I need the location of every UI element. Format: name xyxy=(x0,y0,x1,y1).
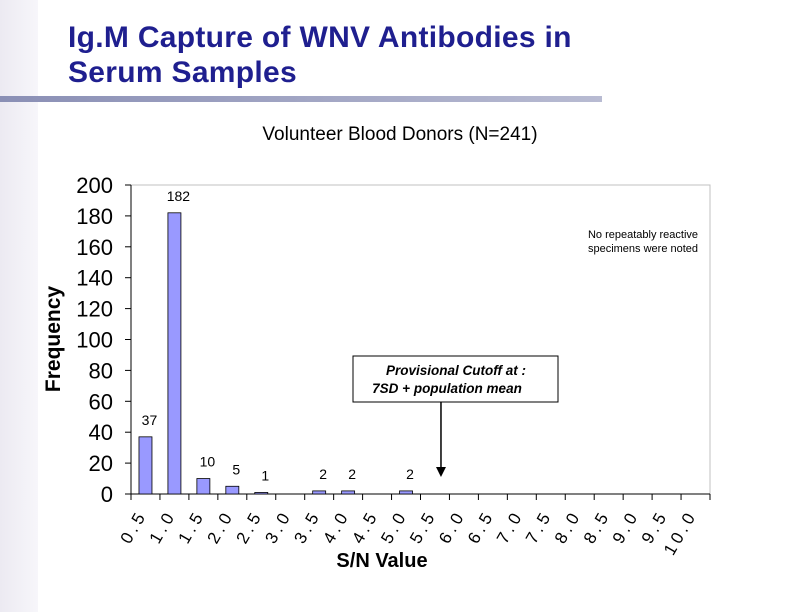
x-tick-label: 3.0 xyxy=(261,507,295,547)
bar xyxy=(138,436,153,495)
bar xyxy=(167,212,182,495)
note-line-2: specimens were noted xyxy=(588,243,698,255)
x-tick-label: 5.0 xyxy=(377,507,411,547)
x-tick-label: 1.5 xyxy=(175,507,209,547)
left-decor-band xyxy=(0,0,38,612)
cutoff-box xyxy=(352,355,559,403)
x-axis-label: S/N Value xyxy=(336,550,427,572)
y-tick-label: 60 xyxy=(89,389,113,414)
no-reactive-note: No repeatably reactive specimens were no… xyxy=(588,229,698,255)
bar xyxy=(225,485,240,495)
y-tick-label: 80 xyxy=(89,358,113,383)
y-tick-label: 120 xyxy=(76,297,113,322)
x-tick-label: 9.0 xyxy=(609,507,643,547)
x-tick-label: 6.0 xyxy=(435,507,469,547)
bar-series: 37 182 10 5 1 2 2 2 xyxy=(138,188,414,495)
slide-title-line-1: Ig.M Capture of WNV Antibodies in xyxy=(68,21,572,54)
y-tick-label: 40 xyxy=(89,420,113,445)
bar xyxy=(196,478,211,495)
x-tick-label: 7.5 xyxy=(522,507,556,547)
x-tick-label: 8.5 xyxy=(580,507,614,547)
bar xyxy=(312,490,327,495)
cutoff-line-1: Provisional Cutoff at : xyxy=(386,363,526,378)
chart-title: Volunteer Blood Donors (N=241) xyxy=(262,124,537,145)
bar-data-label: 182 xyxy=(167,188,191,204)
x-tick-label: 3.5 xyxy=(290,507,324,547)
y-axis: 0 20 40 60 80 100 120 140 160 180 200 xyxy=(76,173,132,507)
x-tick-label: 6.5 xyxy=(464,507,498,547)
y-tick-label: 20 xyxy=(89,451,113,476)
y-tick-label: 180 xyxy=(76,204,113,229)
bar-data-label: 2 xyxy=(319,466,327,482)
bar-data-label: 5 xyxy=(232,461,240,477)
x-tick-label: 4.0 xyxy=(319,507,353,547)
x-tick-label: 5.5 xyxy=(406,507,440,547)
x-tick-label: 2.5 xyxy=(232,507,266,547)
x-axis: 0.51.01.52.02.53.03.54.04.55.05.56.06.57… xyxy=(117,493,711,559)
y-tick-label: 140 xyxy=(76,266,113,291)
y-tick-label: 100 xyxy=(76,328,113,353)
bar xyxy=(399,490,413,495)
slide-title: Ig.M Capture of WNV Antibodies in Serum … xyxy=(68,20,748,90)
x-tick-label: 8.0 xyxy=(551,507,585,547)
slide-title-line-2: Serum Samples xyxy=(68,56,298,89)
bar-data-label: 1 xyxy=(261,467,269,483)
x-tick-label: 4.5 xyxy=(348,507,382,547)
cutoff-line-2: 7SD + population mean xyxy=(372,381,522,396)
x-tick-label: 7.0 xyxy=(493,507,527,547)
bar-data-label: 2 xyxy=(406,466,414,482)
bar-data-label: 37 xyxy=(142,412,158,428)
x-tick-label: 1.0 xyxy=(146,507,180,547)
title-underline xyxy=(0,96,602,102)
y-tick-label: 0 xyxy=(101,482,113,507)
cutoff-callout: Provisional Cutoff at : 7SD + population… xyxy=(352,355,559,477)
y-tick-label: 200 xyxy=(76,173,113,198)
y-axis-label: Frequency xyxy=(42,286,65,393)
bar xyxy=(341,490,356,495)
bar xyxy=(254,492,269,495)
x-tick-label: 0.5 xyxy=(117,507,151,547)
x-tick-label: 2.0 xyxy=(204,507,238,547)
bar-data-label: 2 xyxy=(348,466,356,482)
note-line-1: No repeatably reactive xyxy=(588,229,698,241)
bar-data-label: 10 xyxy=(200,454,216,470)
y-tick-label: 160 xyxy=(76,235,113,260)
